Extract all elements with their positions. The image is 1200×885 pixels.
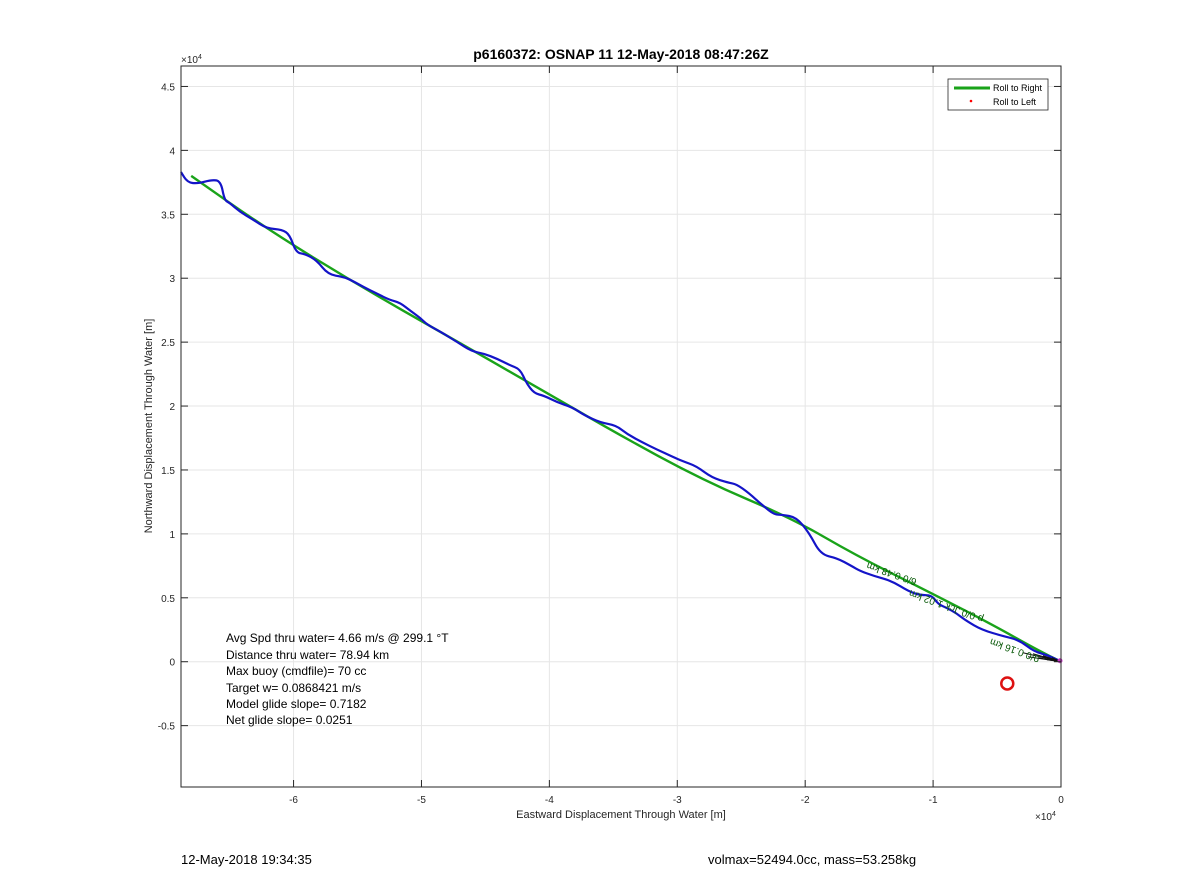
y-tick-label: 0 [169,658,175,669]
info-text-block: Avg Spd thru water= 4.66 m/s @ 299.1 °T … [226,631,449,727]
y-tick-label: 4 [169,146,175,157]
info-target-w: Target w= 0.0868421 m/s [226,681,361,695]
footer-timestamp: 12-May-2018 19:34:35 [181,852,312,867]
legend-roll-left-label: Roll to Left [993,97,1037,107]
y-tick-label: 2.5 [161,338,175,349]
y-tick-label: 3.5 [161,210,175,221]
plot-area-frame [180,65,1062,788]
x-tick-label: -6 [289,795,298,806]
axis-ticks: -6 -5 -4 -3 -2 -1 0 -0.5 0 0.5 1 1.5 2 2.5 3 3.5 4 4.5 [158,66,1064,806]
info-distance: Distance thru water= 78.94 km [226,648,389,662]
y-tick-label: -0.5 [158,722,176,733]
y-axis-label: Northward Displacement Through Water [m] [143,319,155,534]
legend-roll-left-swatch [969,99,973,103]
x-tick-label: -5 [417,795,426,806]
legend: Roll to Right Roll to Left [947,78,1049,111]
y-tick-label: 1 [169,530,175,541]
x-tick-label: -4 [545,795,554,806]
x-tick-label: 0 [1058,795,1064,806]
x-tick-label: -3 [673,795,682,806]
x-tick-label: -1 [929,795,938,806]
series-track-through-water [180,171,1062,663]
info-model-glide-slope: Model glide slope= 0.7182 [226,697,367,711]
legend-roll-right-label: Roll to Right [993,83,1043,93]
info-net-glide-slope: Net glide slope= 0.0251 [226,713,353,727]
target-marker [1000,676,1015,691]
series-layer [180,171,1062,663]
x-tick-label: -2 [801,795,810,806]
grid-lines [181,66,1062,787]
y-multiplier: ×104 [181,54,202,66]
x-multiplier: ×104 [1035,811,1056,823]
legend-box [947,78,1049,111]
endpoint-arrow-line [1022,652,1062,663]
info-max-buoy: Max buoy (cmdfile)= 70 cc [226,664,366,678]
footer-volmax-mass: volmax=52494.0cc, mass=53.258kg [708,852,917,867]
y-tick-label: 3 [169,274,175,285]
endpoint-marker [1057,658,1063,664]
y-tick-label: 2 [169,402,175,413]
y-tick-label: 1.5 [161,466,175,477]
y-tick-label: 0.5 [161,594,175,605]
info-avg-speed: Avg Spd thru water= 4.66 m/s @ 299.1 °T [226,631,449,645]
y-tick-label: 4.5 [161,82,175,93]
plot-area-background [181,66,1061,787]
x-axis-label: Eastward Displacement Through Water [m] [516,809,726,821]
chart-title: p6160372: OSNAP 11 12-May-2018 08:47:26Z [473,46,769,62]
